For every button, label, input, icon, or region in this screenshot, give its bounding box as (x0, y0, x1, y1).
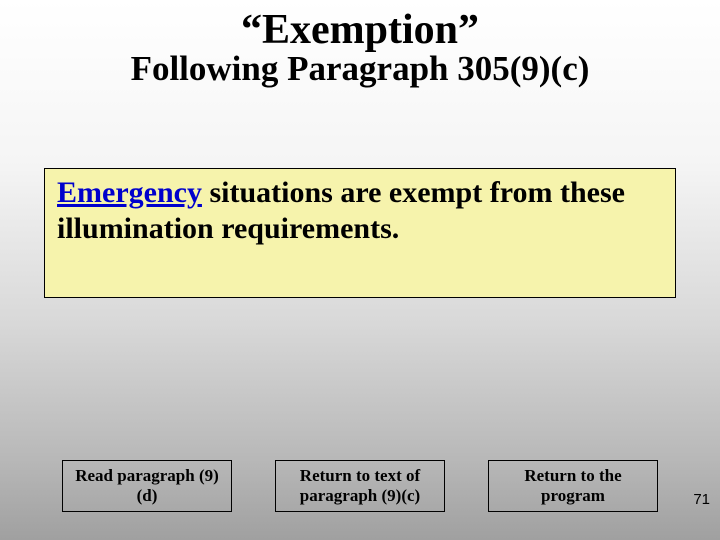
title-main: “Exemption” (0, 8, 720, 52)
slide-number: 71 (693, 491, 710, 508)
return-to-text-button[interactable]: Return to text of paragraph (9)(c) (275, 460, 445, 512)
return-to-program-button[interactable]: Return to the program (488, 460, 658, 512)
title-sub: Following Paragraph 305(9)(c) (0, 50, 720, 89)
title-block: “Exemption” Following Paragraph 305(9)(c… (0, 0, 720, 89)
read-paragraph-button[interactable]: Read paragraph (9)(d) (62, 460, 232, 512)
callout-text: Emergency situations are exempt from the… (57, 175, 663, 247)
nav-buttons-row: Read paragraph (9)(d) Return to text of … (62, 460, 658, 512)
exemption-callout: Emergency situations are exempt from the… (44, 168, 676, 298)
emergency-link[interactable]: Emergency (57, 176, 202, 209)
